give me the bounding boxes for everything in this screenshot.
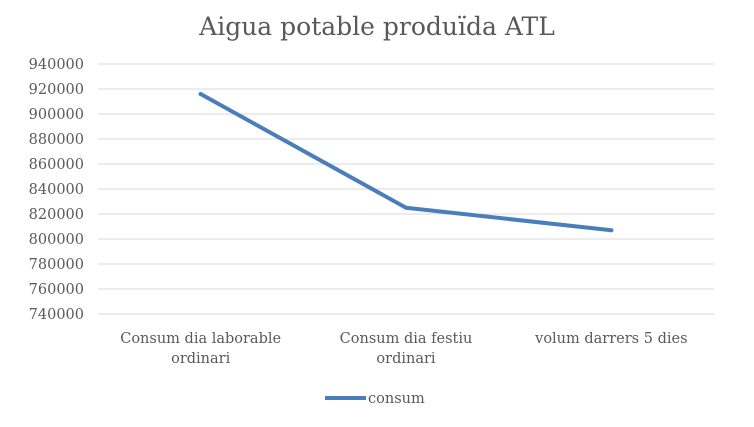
x-category-label: Consum dia laborable ordinari bbox=[120, 331, 281, 367]
data-point-consum-2 bbox=[609, 228, 614, 233]
data-point-consum-1 bbox=[404, 205, 408, 210]
y-tick-label: 900000 bbox=[29, 107, 84, 123]
y-tick-label: 780000 bbox=[29, 257, 84, 273]
series-layer bbox=[198, 92, 614, 233]
y-tick-label: 760000 bbox=[29, 282, 84, 298]
y-tick-label: 880000 bbox=[29, 132, 84, 148]
y-tick-label: 820000 bbox=[29, 207, 84, 223]
y-axis-ticks: 740000 760000 780000 800000 820000 840000 8600… bbox=[29, 57, 84, 323]
y-tick-label: 920000 bbox=[29, 82, 84, 98]
x-category-label: Consum dia festiu ordinari bbox=[340, 331, 473, 367]
y-tick-label: 740000 bbox=[29, 307, 84, 323]
y-tick-label: 800000 bbox=[29, 232, 84, 248]
legend: consum bbox=[325, 391, 425, 407]
data-point-consum-0 bbox=[198, 92, 203, 96]
x-axis-categories: Consum dia laborable ordinari Consum dia f… bbox=[120, 331, 687, 367]
chart-title: Aigua potable produïda ATL bbox=[198, 12, 555, 41]
y-tick-label: 840000 bbox=[29, 182, 84, 198]
gridlines bbox=[98, 63, 714, 315]
y-tick-label: 860000 bbox=[29, 157, 84, 173]
y-tick-label: 940000 bbox=[29, 57, 84, 73]
legend-label-consum: consum bbox=[368, 391, 425, 407]
x-category-label: volum darrers 5 dies bbox=[534, 331, 687, 347]
